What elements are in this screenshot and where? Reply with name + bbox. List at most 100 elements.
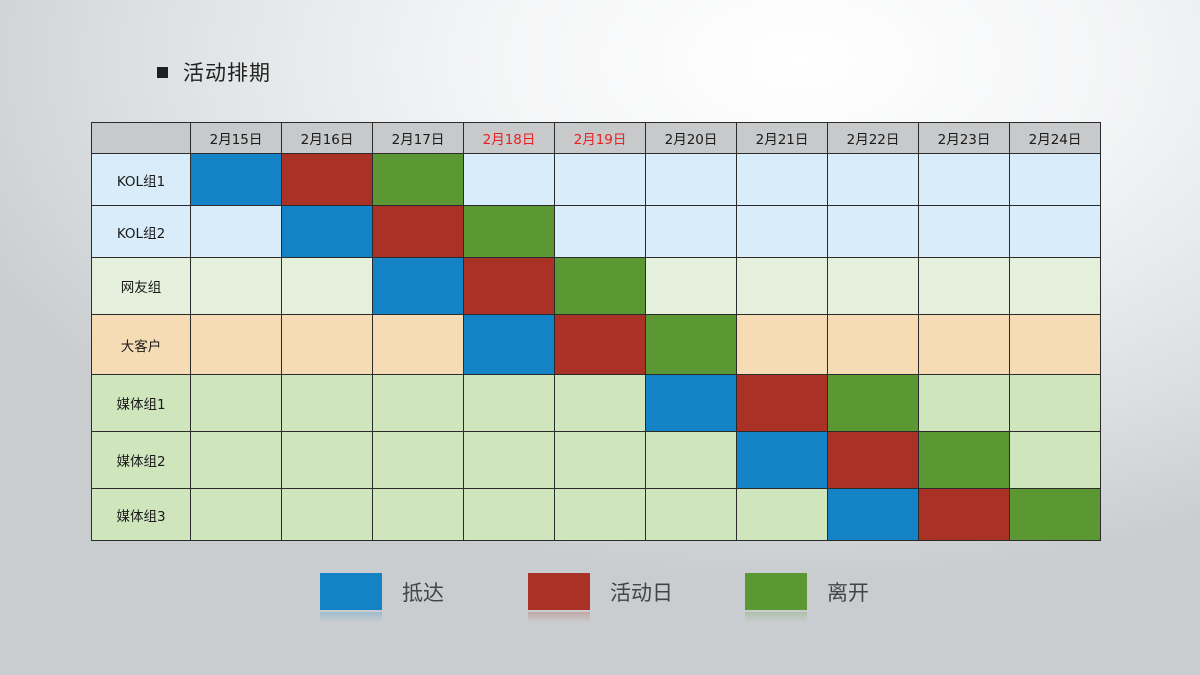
arrive-swatch <box>320 573 382 622</box>
schedule-cell <box>190 431 282 489</box>
group-row: 媒体组2 <box>91 431 1101 489</box>
group-row: 媒体组3 <box>91 488 1101 541</box>
schedule-cell <box>645 205 737 258</box>
schedule-cell <box>1009 205 1101 258</box>
leave-cell <box>463 205 555 258</box>
arrive-cell <box>736 431 828 489</box>
arrive-cell <box>827 488 919 541</box>
schedule-cell <box>281 431 373 489</box>
schedule-cell <box>1009 257 1101 315</box>
legend-item-arrive: 抵达 <box>320 573 528 622</box>
title-text: 活动排期 <box>183 61 271 85</box>
date-header: 2月22日 <box>827 122 919 154</box>
leave-cell <box>554 257 646 315</box>
schedule-cell <box>554 374 646 432</box>
date-header: 2月19日 <box>554 122 646 154</box>
square-bullet-icon <box>157 66 168 78</box>
event-cell <box>281 153 373 206</box>
date-header: 2月17日 <box>372 122 464 154</box>
schedule-cell <box>463 153 555 206</box>
slide-title: 活动排期 <box>157 58 271 86</box>
arrive-cell <box>463 314 555 375</box>
schedule-cell <box>554 431 646 489</box>
schedule-cell <box>827 153 919 206</box>
date-header: 2月21日 <box>736 122 828 154</box>
event-swatch <box>528 573 590 622</box>
schedule-cell <box>1009 153 1101 206</box>
group-row: KOL组2 <box>91 205 1101 258</box>
arrive-cell <box>645 374 737 432</box>
leave-cell <box>645 314 737 375</box>
leave-cell <box>1009 488 1101 541</box>
schedule-cell <box>190 257 282 315</box>
legend-label-leave: 离开 <box>827 580 869 605</box>
schedule-cell <box>736 488 828 541</box>
schedule-cell <box>918 153 1010 206</box>
schedule-cell <box>372 314 464 375</box>
schedule-table: 2月15日 2月16日 2月17日 2月18日 2月19日 2月20日 2月21… <box>91 122 1101 541</box>
schedule-cell <box>827 205 919 258</box>
event-cell <box>918 488 1010 541</box>
event-cell <box>827 431 919 489</box>
schedule-cell <box>918 257 1010 315</box>
date-header: 2月20日 <box>645 122 737 154</box>
group-row: 网友组 <box>91 257 1101 315</box>
date-header: 2月18日 <box>463 122 555 154</box>
event-cell <box>372 205 464 258</box>
event-cell <box>554 314 646 375</box>
schedule-cell <box>1009 314 1101 375</box>
schedule-cell <box>918 314 1010 375</box>
schedule-cell <box>190 374 282 432</box>
date-header: 2月16日 <box>281 122 373 154</box>
group-name: 网友组 <box>91 257 191 315</box>
group-name: 媒体组2 <box>91 431 191 489</box>
leave-cell <box>918 431 1010 489</box>
schedule-cell <box>645 153 737 206</box>
date-header-row: 2月15日 2月16日 2月17日 2月18日 2月19日 2月20日 2月21… <box>91 122 1101 154</box>
leave-cell <box>372 153 464 206</box>
schedule-cell <box>827 314 919 375</box>
group-name: KOL组2 <box>91 205 191 258</box>
schedule-cell <box>736 153 828 206</box>
leave-cell <box>827 374 919 432</box>
group-row: KOL组1 <box>91 153 1101 206</box>
event-cell <box>736 374 828 432</box>
leave-swatch <box>745 573 807 622</box>
schedule-cell <box>190 205 282 258</box>
schedule-cell <box>645 431 737 489</box>
schedule-cell <box>190 488 282 541</box>
legend: 抵达 活动日 离开 <box>320 573 869 622</box>
schedule-cell <box>827 257 919 315</box>
group-name: KOL组1 <box>91 153 191 206</box>
schedule-cell <box>281 314 373 375</box>
schedule-cell <box>463 488 555 541</box>
event-cell <box>463 257 555 315</box>
schedule-cell <box>736 314 828 375</box>
schedule-cell <box>554 488 646 541</box>
schedule-cell <box>554 205 646 258</box>
schedule-cell <box>645 257 737 315</box>
schedule-cell <box>281 374 373 432</box>
group-name: 媒体组3 <box>91 488 191 541</box>
schedule-cell <box>463 431 555 489</box>
date-header: 2月24日 <box>1009 122 1101 154</box>
schedule-cell <box>736 257 828 315</box>
arrive-cell <box>372 257 464 315</box>
schedule-cell <box>372 431 464 489</box>
date-header: 2月23日 <box>918 122 1010 154</box>
legend-label-event: 活动日 <box>610 580 673 605</box>
group-row: 媒体组1 <box>91 374 1101 432</box>
legend-item-event: 活动日 <box>528 573 745 622</box>
arrive-cell <box>281 205 373 258</box>
legend-item-leave: 离开 <box>745 573 869 622</box>
schedule-cell <box>190 314 282 375</box>
date-header: 2月15日 <box>190 122 282 154</box>
schedule-cell <box>645 488 737 541</box>
header-corner-cell <box>91 122 191 154</box>
group-name: 大客户 <box>91 314 191 375</box>
schedule-cell <box>918 374 1010 432</box>
schedule-cell <box>372 488 464 541</box>
schedule-cell <box>1009 431 1101 489</box>
schedule-cell <box>918 205 1010 258</box>
group-name: 媒体组1 <box>91 374 191 432</box>
